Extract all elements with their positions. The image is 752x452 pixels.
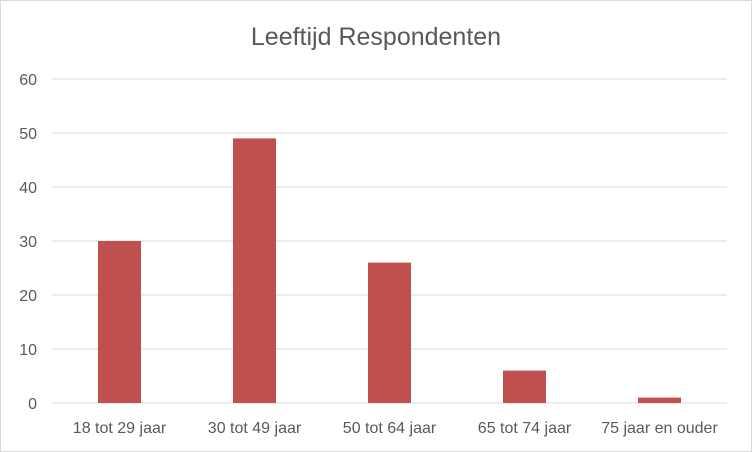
bars — [98, 138, 681, 403]
bar — [368, 262, 411, 403]
bar — [638, 397, 681, 403]
y-tick-label: 20 — [19, 288, 37, 305]
x-tick-label: 30 tot 49 jaar — [208, 420, 302, 437]
x-tick-label: 18 tot 29 jaar — [73, 420, 167, 437]
y-tick-label: 10 — [19, 342, 37, 359]
y-tick-label: 50 — [19, 126, 37, 143]
x-tick-label: 75 jaar en ouder — [601, 420, 718, 437]
x-tick-label: 50 tot 64 jaar — [343, 420, 437, 437]
y-axis-ticks: 0 10 20 30 40 50 60 — [19, 72, 37, 413]
chart-title: Leeftijd Respondenten — [251, 23, 501, 51]
x-tick-label: 65 tot 74 jaar — [478, 420, 572, 437]
bar — [98, 241, 141, 403]
y-tick-label: 40 — [19, 180, 37, 197]
x-axis-ticks: 18 tot 29 jaar 30 tot 49 jaar 50 tot 64 ja… — [73, 420, 719, 437]
bar — [233, 138, 276, 403]
y-tick-label: 60 — [19, 72, 37, 89]
bar — [503, 370, 546, 403]
y-tick-label: 0 — [28, 396, 37, 413]
gridlines — [52, 78, 727, 404]
y-tick-label: 30 — [19, 234, 37, 251]
